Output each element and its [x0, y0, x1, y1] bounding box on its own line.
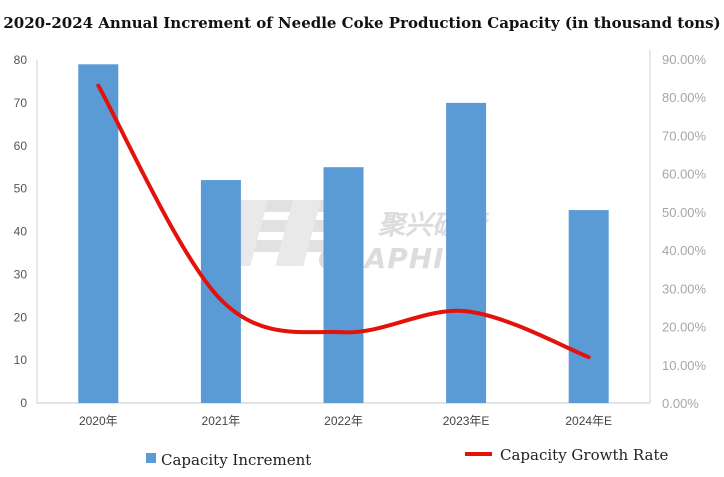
- y-left-tick-label: 80: [14, 53, 28, 67]
- y-right-tick-label: 40.00%: [662, 243, 707, 258]
- y-left-tick-label: 50: [14, 182, 28, 196]
- bar: [78, 64, 119, 403]
- legend-label-bar: Capacity Increment: [161, 451, 311, 469]
- y-left-tick-label: 30: [14, 267, 28, 281]
- x-tick-label: 2020年: [79, 414, 118, 428]
- x-tick-label: 2024年E: [565, 414, 612, 428]
- y-right-tick-label: 70.00%: [662, 128, 707, 143]
- y-right-tick-label: 0.00%: [662, 396, 699, 411]
- y-left-tick-label: 10: [14, 353, 28, 367]
- bar-series: [78, 64, 609, 403]
- legend-swatch-bar: [146, 453, 156, 463]
- bar: [568, 210, 609, 403]
- x-tick-label: 2022年: [324, 414, 363, 428]
- x-tick-label: 2023年E: [443, 414, 490, 428]
- y-right-tick-label: 50.00%: [662, 205, 707, 220]
- y-right-tick-label: 80.00%: [662, 90, 707, 105]
- legend-label-line: Capacity Growth Rate: [500, 446, 669, 464]
- axes: 0 10 20 30 40 50 60 70 80 0.00% 10.00% 20.00% 30.00%…: [14, 50, 707, 428]
- y-left-tick-label: 60: [14, 139, 28, 153]
- y-left-tick-label: 70: [14, 96, 28, 110]
- y-right-tick-label: 60.00%: [662, 167, 707, 182]
- y-left-tick-label: 20: [14, 310, 28, 324]
- legend: Capacity Increment Capacity Growth Rate: [146, 446, 669, 469]
- y-right-tick-label: 10.00%: [662, 358, 707, 373]
- chart-title: 2020-2024 Annual Increment of Needle Cok…: [3, 14, 721, 32]
- growth-rate-line: [96, 83, 591, 360]
- y-left-tick-label: 0: [20, 396, 27, 410]
- x-tick-label: 2021年: [202, 414, 241, 428]
- bar: [446, 102, 487, 403]
- y-right-tick-label: 20.00%: [662, 320, 707, 335]
- bar: [200, 180, 241, 403]
- line-series: [96, 83, 591, 360]
- y-right-tick-label: 90.00%: [662, 52, 707, 67]
- y-left-tick-label: 40: [14, 225, 28, 239]
- y-right-tick-label: 30.00%: [662, 281, 707, 296]
- bar: [323, 167, 364, 403]
